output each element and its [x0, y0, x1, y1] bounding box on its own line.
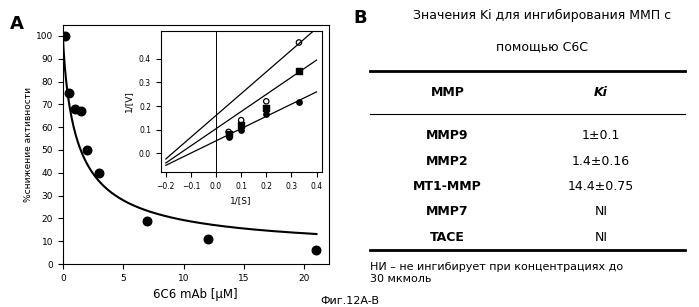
Point [236, 127, 247, 132]
Text: TACE: TACE [430, 231, 465, 244]
Point [223, 134, 234, 139]
Text: MMP7: MMP7 [426, 205, 468, 219]
Point [261, 112, 272, 117]
Point [261, 99, 272, 104]
Text: Значения Ki для ингибирования ММП с: Значения Ki для ингибирования ММП с [412, 9, 671, 22]
Point [94, 170, 105, 175]
X-axis label: 1/[S]: 1/[S] [231, 196, 252, 205]
Point [294, 68, 305, 73]
Text: Ki: Ki [594, 86, 608, 99]
Text: НИ – не ингибирует при концентрациях до
30 мкмоль: НИ – не ингибирует при концентрациях до … [370, 262, 624, 284]
Text: 1±0.1: 1±0.1 [582, 129, 620, 142]
Y-axis label: 1/[V]: 1/[V] [124, 90, 134, 112]
Text: A: A [10, 15, 24, 33]
Text: MT1-MMP: MT1-MMP [413, 180, 482, 193]
Point [69, 107, 80, 111]
Point [311, 248, 322, 253]
Text: MMP2: MMP2 [426, 154, 468, 168]
Text: 1.4±0.16: 1.4±0.16 [572, 154, 630, 168]
Point [59, 33, 71, 38]
Point [202, 236, 213, 241]
Point [64, 91, 75, 95]
Text: MMP9: MMP9 [426, 129, 468, 142]
Text: MMP: MMP [431, 86, 464, 99]
Text: Фиг.12A-B: Фиг.12A-B [320, 296, 379, 306]
Point [82, 148, 93, 153]
Text: 14.4±0.75: 14.4±0.75 [568, 180, 634, 193]
Y-axis label: %снижение активности: %снижение активности [24, 87, 33, 202]
Point [294, 40, 305, 45]
Point [236, 122, 247, 127]
Text: NI: NI [595, 205, 607, 219]
Point [261, 106, 272, 111]
Text: B: B [353, 9, 366, 27]
Text: помощью C6C: помощью C6C [496, 40, 588, 53]
Point [236, 118, 247, 122]
Point [75, 109, 87, 114]
Point [223, 132, 234, 137]
Point [223, 130, 234, 134]
X-axis label: 6C6 mAb [μM]: 6C6 mAb [μM] [153, 288, 238, 301]
Text: NI: NI [595, 231, 607, 244]
Point [294, 100, 305, 105]
Point [142, 218, 153, 223]
